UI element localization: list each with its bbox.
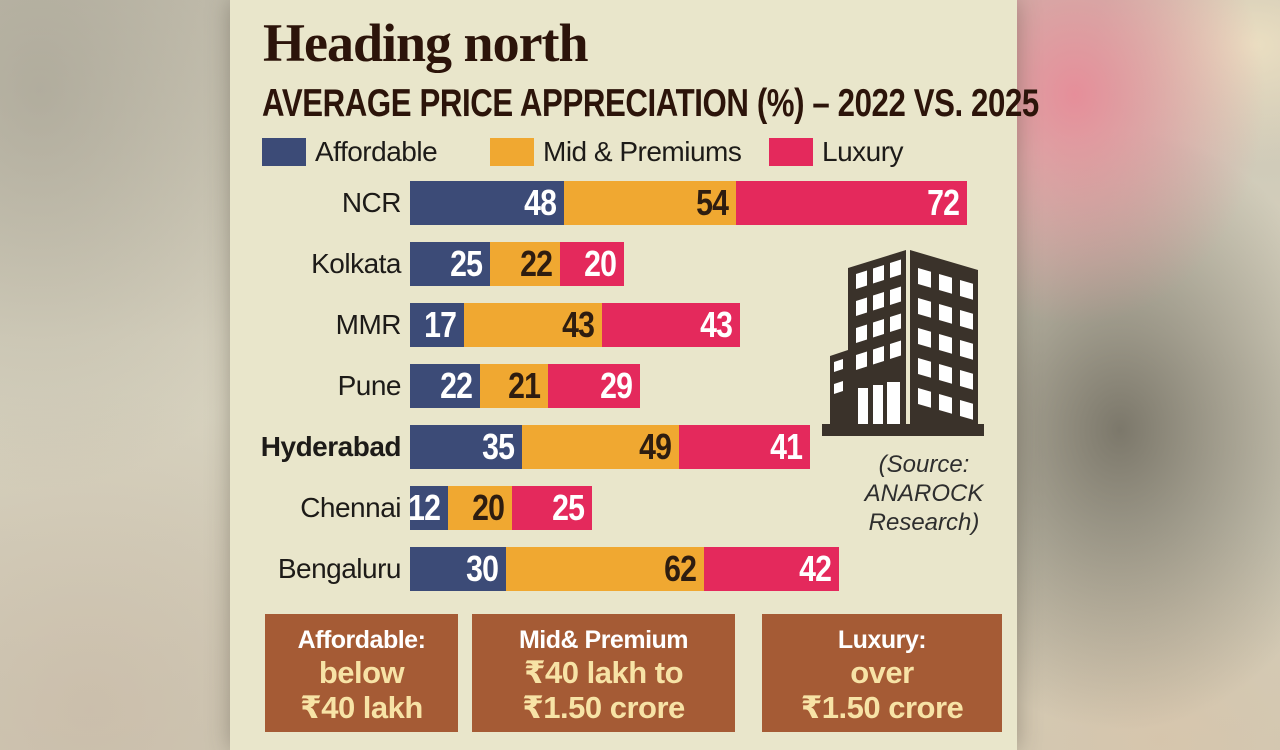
bar-segment-affordable: 25	[410, 242, 490, 286]
chart-row: MMR 17 43 43	[230, 303, 1017, 347]
bar-segment-luxury: 43	[601, 303, 740, 347]
bar-value: 30	[466, 548, 499, 589]
definition-heading: Affordable:	[297, 626, 426, 654]
chart-row: Kolkata 25 22 20	[230, 242, 1017, 286]
legend-item: Mid & Premiums	[490, 136, 769, 168]
bar-segment-mid-premiums: 49	[522, 425, 679, 469]
bar-group: 35 49 41	[410, 425, 810, 469]
category-label: Bengaluru	[277, 553, 402, 584]
bar-group: 25 22 20	[410, 242, 625, 286]
definition-line: ₹1.50 crore	[800, 690, 964, 725]
legend-swatch	[769, 138, 813, 166]
bar-segment-mid-premiums: 43	[464, 303, 602, 347]
bar-segment-affordable: 48	[410, 181, 564, 225]
bar-group: 12 20 25	[408, 486, 593, 530]
bar-segment-affordable: 30	[410, 547, 506, 591]
bar-segment-luxury: 42	[704, 547, 839, 591]
bar-value: 20	[472, 487, 505, 528]
bar-segment-luxury: 20	[560, 242, 625, 286]
legend-swatch	[262, 138, 306, 166]
legend-label: Affordable	[315, 136, 438, 167]
chart-row: Bengaluru 30 62 42	[230, 547, 1017, 591]
legend-item: Luxury	[769, 136, 904, 168]
category-label: Kolkata	[311, 248, 401, 279]
bar-segment-luxury: 41	[678, 425, 810, 469]
definition-line: ₹1.50 crore	[522, 690, 685, 725]
bar-value: 48	[523, 182, 557, 223]
bar-segment-mid-premiums: 22	[490, 242, 561, 286]
bar-value: 72	[926, 182, 960, 223]
bar-value: 21	[507, 365, 541, 406]
source-credit: (Source: ANAROCK Research)	[836, 450, 1012, 537]
bar-value: 35	[482, 426, 515, 467]
bar-segment-affordable: 17	[410, 303, 465, 347]
bar-segment-mid-premiums: 20	[448, 486, 513, 530]
category-label: Chennai	[300, 492, 401, 523]
definition-box: Luxury: over ₹1.50 crore	[762, 614, 1002, 732]
bar-segment-mid-premiums: 21	[480, 364, 548, 408]
chart-subtitle: AVERAGE PRICE APPRECIATION (%) – 2022 VS…	[262, 82, 1039, 125]
bar-value: 22	[440, 365, 473, 406]
bar-value: 43	[562, 304, 595, 345]
legend-label: Mid & Premiums	[543, 136, 742, 167]
definition-box: Affordable: below ₹40 lakh	[265, 614, 458, 732]
bar-segment-luxury: 25	[512, 486, 593, 530]
bar-segment-mid-premiums: 62	[506, 547, 705, 591]
building-icon	[822, 250, 984, 436]
bar-value: 25	[552, 487, 585, 528]
legend-swatch	[490, 138, 534, 166]
page-title: Heading north	[263, 13, 589, 73]
bar-value: 62	[664, 548, 697, 589]
bar-group: 17 43 43	[410, 303, 740, 347]
source-line: (Source:	[878, 451, 970, 478]
bar-value: 54	[696, 182, 729, 223]
price-definition-boxes: Affordable: below ₹40 lakh Mid& Premium ₹40 …	[265, 614, 1002, 732]
bar-value: 49	[638, 426, 672, 467]
legend: Affordable Mid & Premiums Luxury	[262, 136, 904, 168]
bar-segment-mid-premiums: 54	[563, 181, 737, 225]
bar-value: 43	[699, 304, 733, 345]
bar-value: 12	[408, 487, 441, 528]
bar-value: 41	[770, 426, 803, 467]
source-line: ANAROCK	[864, 480, 984, 507]
bar-segment-affordable: 22	[410, 364, 481, 408]
definition-line: ₹40 lakh	[300, 690, 423, 725]
definition-line: ₹40 lakh to	[523, 655, 684, 690]
category-label: Hyderabad	[260, 431, 402, 462]
chart-row: Hyderabad 35 49 41	[230, 425, 1017, 469]
bar-value: 17	[424, 304, 457, 345]
bar-chart: NCR 48 54 72 Kolkata 25 22 20 MMR 17 43 43 Pune 22 21 2…	[230, 181, 1017, 608]
bar-group: 48 54 72	[410, 181, 967, 225]
definition-line: over	[850, 655, 914, 690]
bar-value: 22	[520, 243, 553, 284]
bar-segment-affordable: 35	[410, 425, 522, 469]
bar-segment-affordable: 12	[408, 486, 449, 530]
bar-value: 20	[584, 243, 617, 284]
definition-heading: Mid& Premium	[518, 626, 689, 654]
definition-heading: Luxury:	[837, 626, 927, 654]
definition-box: Mid& Premium ₹40 lakh to ₹1.50 crore	[472, 614, 735, 732]
source-line: Research)	[868, 509, 980, 536]
category-label: MMR	[335, 309, 402, 340]
legend-item: Affordable	[262, 136, 490, 168]
bar-value: 29	[600, 365, 633, 406]
bar-segment-luxury: 29	[547, 364, 641, 408]
legend-label: Luxury	[822, 136, 904, 167]
bar-segment-luxury: 72	[736, 181, 967, 225]
bar-group: 30 62 42	[410, 547, 839, 591]
bar-value: 42	[798, 548, 832, 589]
chart-row: NCR 48 54 72	[230, 181, 1017, 225]
category-label: NCR	[341, 187, 402, 218]
chart-row: Chennai 12 20 25	[230, 486, 1017, 530]
category-label: Pune	[337, 370, 402, 401]
bar-value: 25	[450, 243, 483, 284]
bar-group: 22 21 29	[410, 364, 641, 408]
chart-row: Pune 22 21 29	[230, 364, 1017, 408]
definition-line: below	[318, 655, 405, 690]
infographic-panel: Heading north AVERAGE PRICE APPRECIATION…	[230, 0, 1039, 750]
